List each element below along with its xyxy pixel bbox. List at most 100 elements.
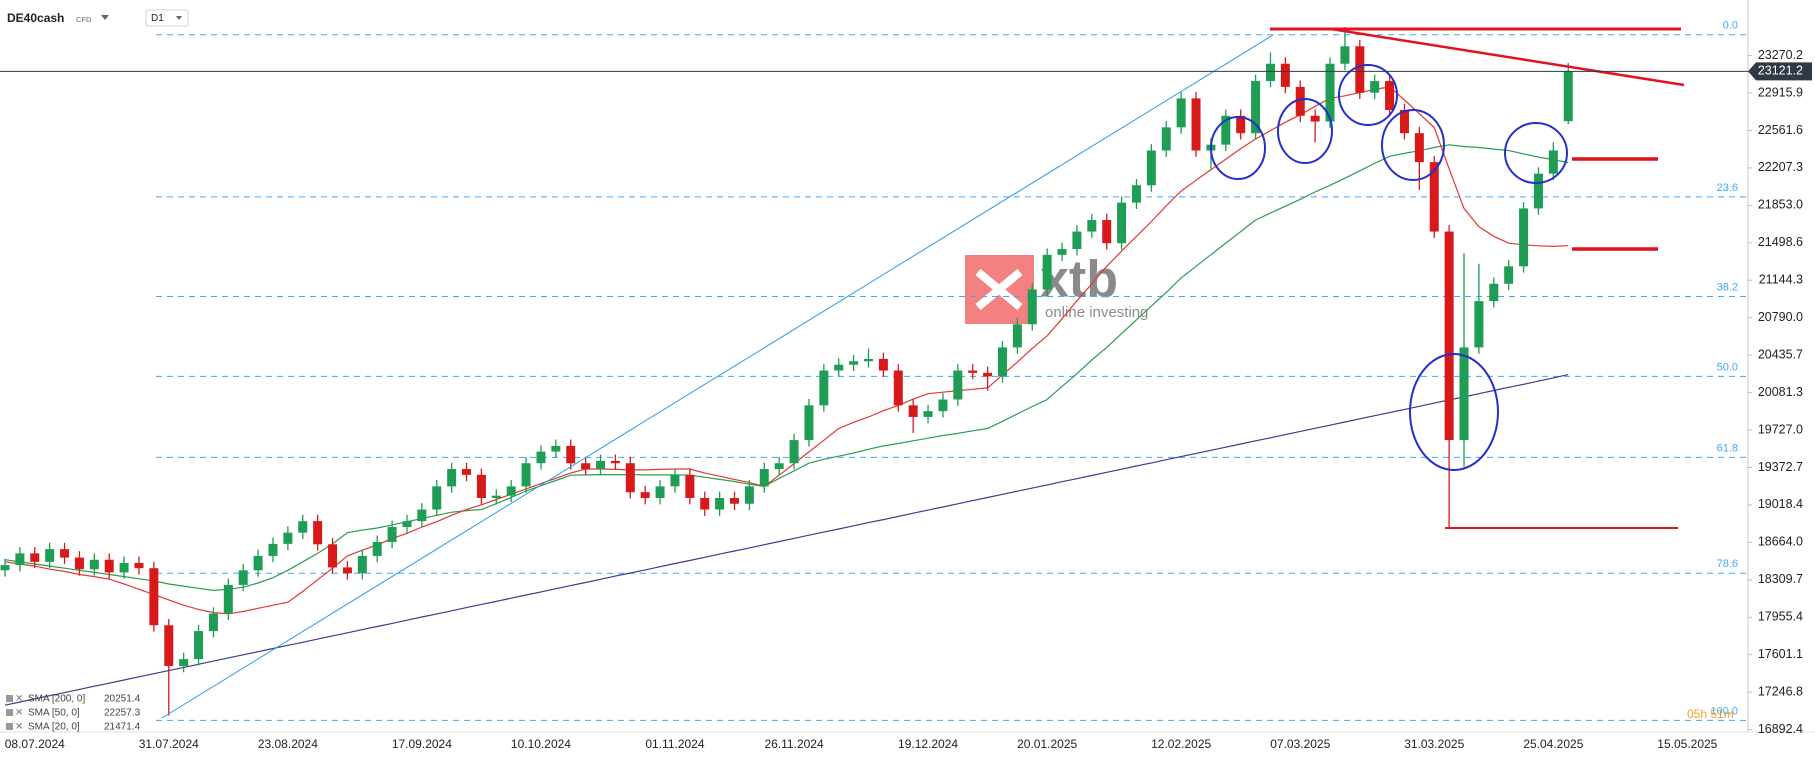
watermark-tagline: online investing bbox=[1045, 304, 1148, 321]
candle-body bbox=[744, 486, 754, 504]
candle-body bbox=[15, 553, 25, 566]
candle-body bbox=[953, 370, 963, 400]
watermark-brand: xtb bbox=[1040, 251, 1118, 309]
candle-body bbox=[283, 532, 293, 544]
candle-body bbox=[819, 370, 829, 406]
candle-body bbox=[30, 553, 40, 562]
symbol-dropdown[interactable] bbox=[101, 15, 109, 20]
timeframe-selector[interactable] bbox=[145, 9, 189, 27]
candle-body bbox=[223, 584, 233, 614]
legend-close: ✕ bbox=[15, 708, 23, 719]
x-tick-label: 26.11.2024 bbox=[764, 737, 823, 751]
candle-body bbox=[789, 440, 799, 464]
fib-label: 100.0 bbox=[1710, 705, 1738, 717]
y-tick-label: 18664.0 bbox=[1758, 535, 1803, 549]
legend-icon bbox=[6, 695, 13, 702]
candle-body bbox=[1265, 63, 1275, 82]
candle-body bbox=[1429, 162, 1439, 232]
candle-body bbox=[923, 411, 933, 417]
candle-body bbox=[1236, 115, 1246, 134]
trend-line bbox=[161, 34, 1274, 719]
candle-body bbox=[1310, 115, 1320, 122]
candle-body bbox=[1251, 81, 1261, 134]
fib-label: 78.6 bbox=[1717, 558, 1738, 570]
x-tick-label: 31.03.2025 bbox=[1404, 737, 1464, 751]
candle-body bbox=[119, 562, 129, 573]
y-tick-label: 21144.3 bbox=[1759, 273, 1803, 287]
candle-body bbox=[1519, 208, 1529, 267]
candles bbox=[0, 27, 1573, 716]
y-tick-label: 17955.4 bbox=[1758, 610, 1803, 624]
candle-body bbox=[1191, 98, 1201, 151]
candle-body bbox=[208, 613, 218, 632]
candle-body bbox=[1072, 231, 1082, 250]
x-tick-label: 01.11.2024 bbox=[645, 737, 704, 751]
candle-body bbox=[521, 463, 531, 487]
timeframe: D1 bbox=[151, 13, 164, 24]
x-tick-label: 12.02.2025 bbox=[1151, 737, 1211, 751]
highlight-circle bbox=[1210, 116, 1266, 180]
candle-body bbox=[640, 492, 650, 499]
current-price-label: 23121.2 bbox=[1758, 64, 1803, 78]
candle-body bbox=[536, 451, 546, 464]
candle-body bbox=[313, 521, 323, 545]
candle-body bbox=[45, 549, 55, 562]
y-tick-label: 20081.3 bbox=[1758, 385, 1803, 399]
candle-body bbox=[938, 399, 948, 412]
candle-body bbox=[968, 370, 978, 373]
candle-body bbox=[74, 557, 84, 570]
fib-label: 61.8 bbox=[1717, 442, 1738, 454]
legend: ✕ SMA [200, 0] 20251.4 ✕ SMA [50, 0] 22257.3 ✕… bbox=[6, 694, 141, 733]
legend-value: 21471.4 bbox=[104, 722, 141, 733]
candle-body bbox=[387, 526, 397, 542]
legend-name: SMA [50, 0] bbox=[28, 708, 80, 719]
candle-body bbox=[1548, 150, 1558, 174]
candle-body bbox=[134, 562, 144, 569]
candle-body bbox=[1117, 202, 1127, 244]
legend-name: SMA [200, 0] bbox=[28, 694, 85, 705]
candle-body bbox=[1087, 220, 1097, 232]
candle-body bbox=[1325, 63, 1335, 122]
legend-close: ✕ bbox=[15, 694, 23, 705]
y-tick-label: 19372.7 bbox=[1758, 460, 1803, 474]
candle-body bbox=[1012, 324, 1022, 348]
candle-body bbox=[1533, 173, 1543, 209]
candle-body bbox=[1146, 150, 1156, 186]
y-tick-label: 22915.9 bbox=[1758, 85, 1803, 99]
candle-body bbox=[1340, 46, 1350, 64]
candle-body bbox=[1280, 63, 1290, 87]
candle-body bbox=[328, 544, 338, 568]
candle-body bbox=[164, 625, 174, 666]
candle-body bbox=[1414, 133, 1424, 163]
candle-body bbox=[1161, 127, 1171, 151]
x-tick-label: 07.03.2025 bbox=[1270, 737, 1330, 751]
candle-body bbox=[700, 498, 710, 510]
timeframe-dropdown bbox=[176, 16, 182, 20]
candle-body bbox=[268, 543, 278, 556]
candle-body bbox=[1042, 254, 1052, 290]
candle-body bbox=[357, 555, 367, 574]
y-tick-label: 20435.7 bbox=[1758, 347, 1803, 361]
candle-body bbox=[566, 445, 576, 464]
candle-body bbox=[1057, 249, 1067, 255]
y-tick-label: 17246.8 bbox=[1758, 684, 1803, 698]
candle-body bbox=[730, 498, 740, 504]
candle-body bbox=[432, 486, 442, 510]
candle-body bbox=[581, 463, 591, 470]
candle-body bbox=[625, 463, 635, 493]
candle-body bbox=[402, 521, 412, 527]
legend-name: SMA [20, 0] bbox=[28, 722, 80, 733]
candle-body bbox=[1489, 283, 1499, 302]
legend-icon bbox=[6, 723, 13, 730]
candle-body bbox=[849, 361, 859, 365]
candle-body bbox=[1370, 81, 1380, 93]
x-tick-label: 17.09.2024 bbox=[392, 737, 452, 751]
legend-icon bbox=[6, 709, 13, 716]
candle-body bbox=[610, 460, 620, 464]
candle-body bbox=[1176, 98, 1186, 128]
resistance-line bbox=[1330, 27, 1685, 87]
candle-body bbox=[506, 486, 516, 496]
x-tick-label: 19.12.2024 bbox=[898, 737, 958, 751]
candle-body bbox=[1399, 110, 1409, 134]
